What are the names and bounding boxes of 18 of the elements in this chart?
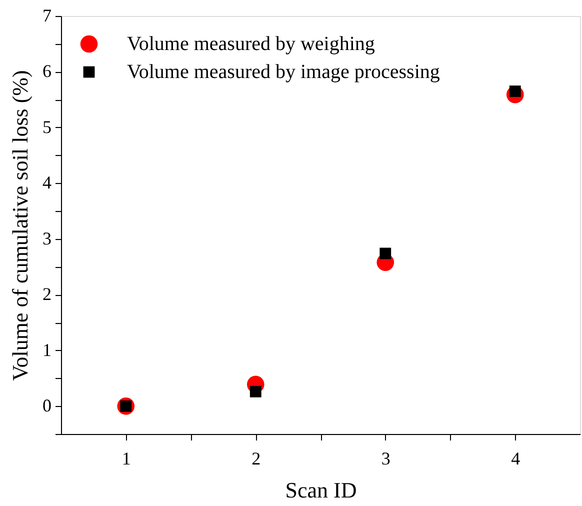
y-tick-label: 5 (42, 116, 52, 137)
legend-label: Volume measured by weighing (127, 33, 375, 55)
y-tick-label: 0 (42, 396, 52, 416)
x-tick-label: 1 (122, 448, 131, 468)
y-tick-label: 3 (42, 228, 52, 248)
y-tick-label: 7 (42, 6, 52, 26)
y-tick-label: 1 (42, 340, 52, 360)
x-tick-label: 2 (252, 448, 261, 468)
x-tick-label: 4 (511, 448, 520, 468)
y-axis-title: Volume of cumulative soil loss (%) (8, 70, 32, 381)
x-axis-title: Scan ID (285, 478, 357, 502)
y-tick-label: 4 (42, 172, 52, 193)
point (250, 386, 262, 398)
y-tick-label: 2 (42, 284, 52, 304)
point (380, 248, 392, 260)
legend-label: Volume measured by image processing (127, 61, 440, 83)
x-tick-label: 3 (381, 448, 390, 468)
y-tick-label: 6 (42, 61, 52, 82)
